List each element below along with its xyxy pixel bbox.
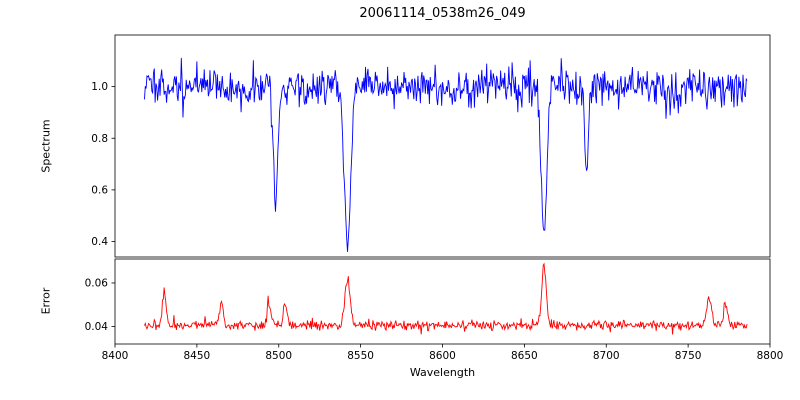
error-line (144, 262, 748, 335)
axes-spectrum (114, 34, 771, 258)
y-tick-label-spectrum: 0.6 (91, 184, 108, 196)
x-tick-label: 8650 (511, 350, 538, 362)
x-tick-label: 8600 (429, 350, 456, 362)
x-tick-label: 8800 (757, 350, 784, 362)
x-tick-label: 8500 (265, 350, 292, 362)
y-tick-label-spectrum: 0.8 (91, 133, 108, 145)
y-tick-label-error: 0.04 (85, 321, 109, 333)
y-tick-label-spectrum: 0.4 (91, 236, 108, 248)
x-tick-label: 8450 (184, 350, 211, 362)
y-tick-label-error: 0.06 (85, 277, 109, 289)
x-tick-label: 8750 (675, 350, 702, 362)
chart-title: 20061114_0538m26_049 (359, 6, 526, 21)
x-tick-label: 8550 (347, 350, 374, 362)
spectrum-line (144, 57, 748, 252)
y-tick-label-spectrum: 1.0 (91, 81, 108, 93)
x-tick-label: 8400 (102, 350, 129, 362)
axes-error (114, 258, 771, 345)
xlabel-wavelength: Wavelength (409, 366, 476, 379)
x-tick-label: 8700 (593, 350, 620, 362)
